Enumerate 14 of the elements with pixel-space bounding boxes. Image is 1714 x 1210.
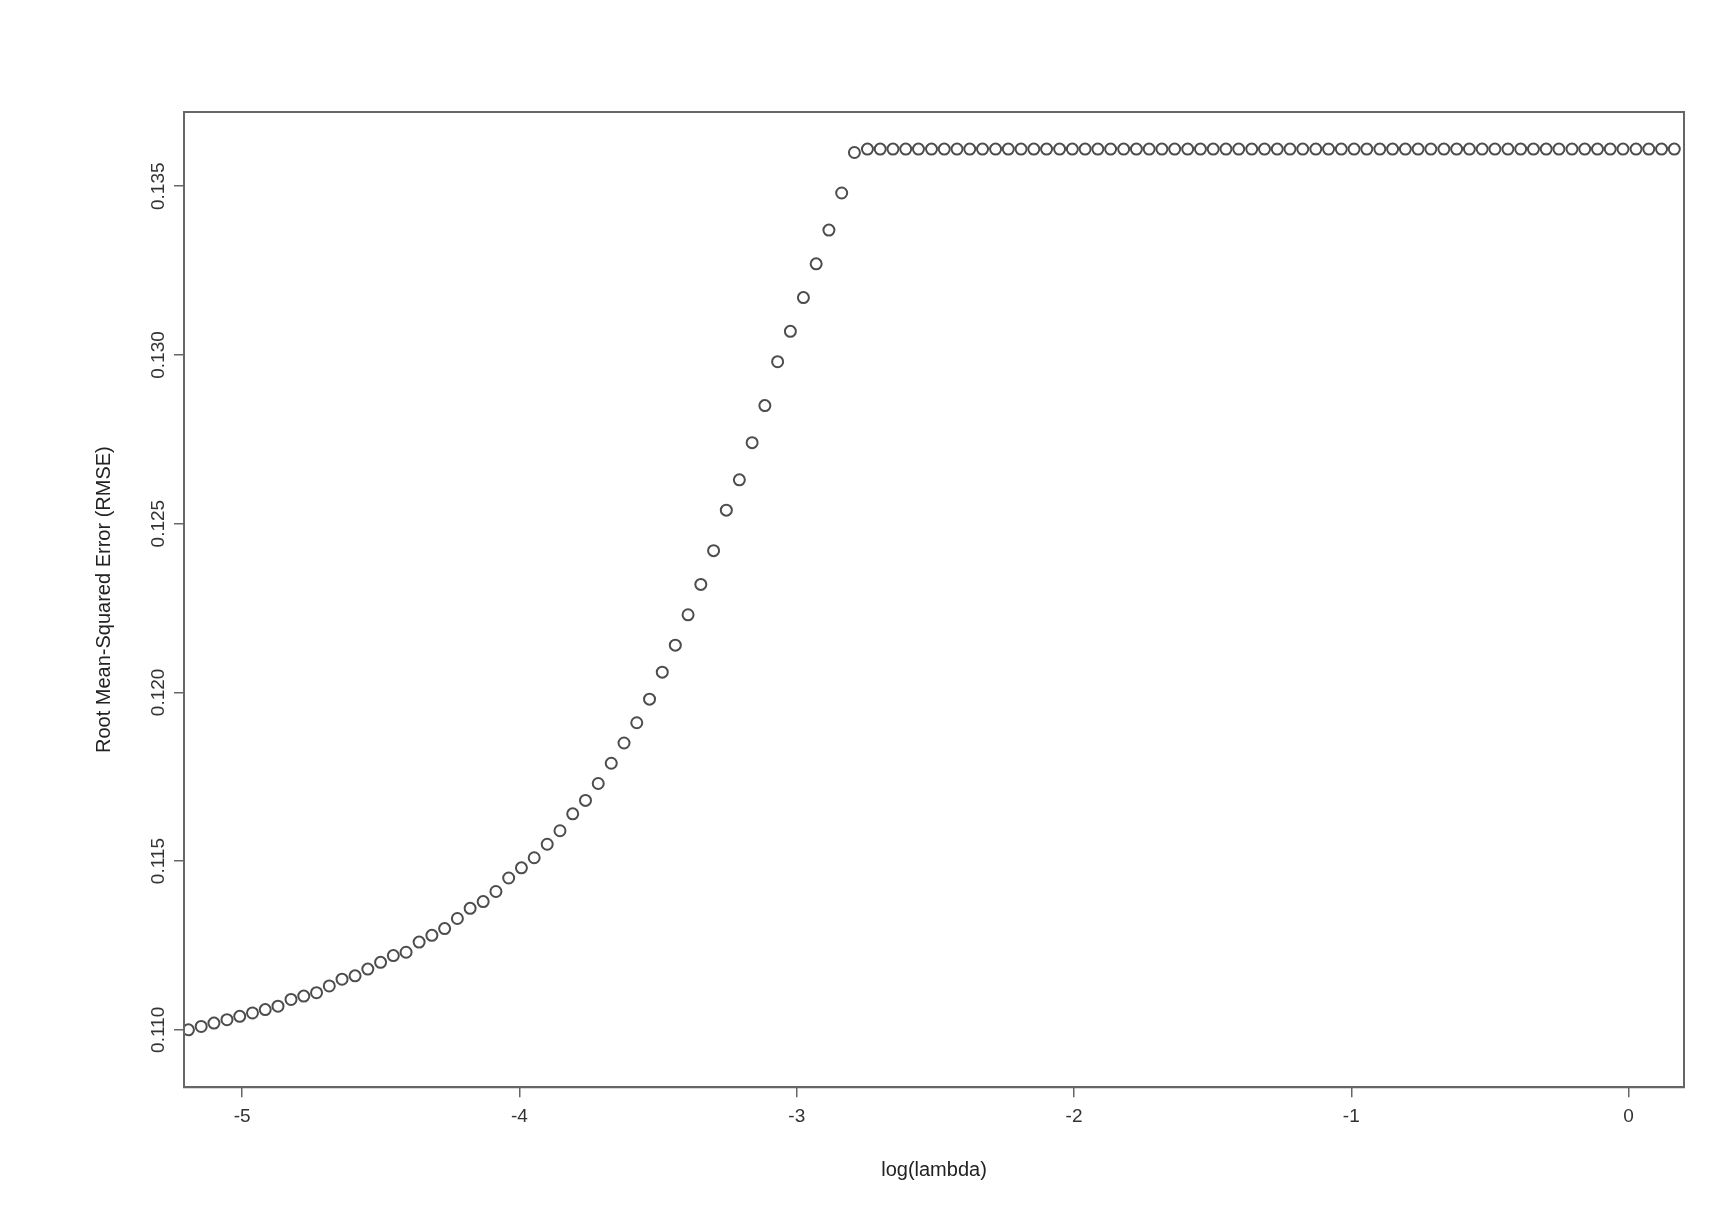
x-tick-label: -1 [1342,1104,1360,1126]
y-tick-label: 0.115 [146,838,168,885]
y-tick-label: 0.130 [146,331,168,379]
x-tick-label: -4 [511,1104,529,1126]
y-tick-label: 0.125 [146,499,168,548]
x-tick-label: 0 [1623,1104,1634,1126]
x-tick-label: -3 [788,1104,806,1126]
y-tick-label: 0.135 [146,162,168,211]
y-tick-label: 0.120 [146,668,168,717]
y-axis-title: Root Mean-Squared Error (RMSE) [91,446,114,753]
x-tick-label: -2 [1065,1104,1083,1126]
x-tick-label: -5 [233,1104,251,1126]
y-tick-label: 0.110 [146,1006,168,1053]
x-axis-title: log(lambda) [881,1157,987,1180]
